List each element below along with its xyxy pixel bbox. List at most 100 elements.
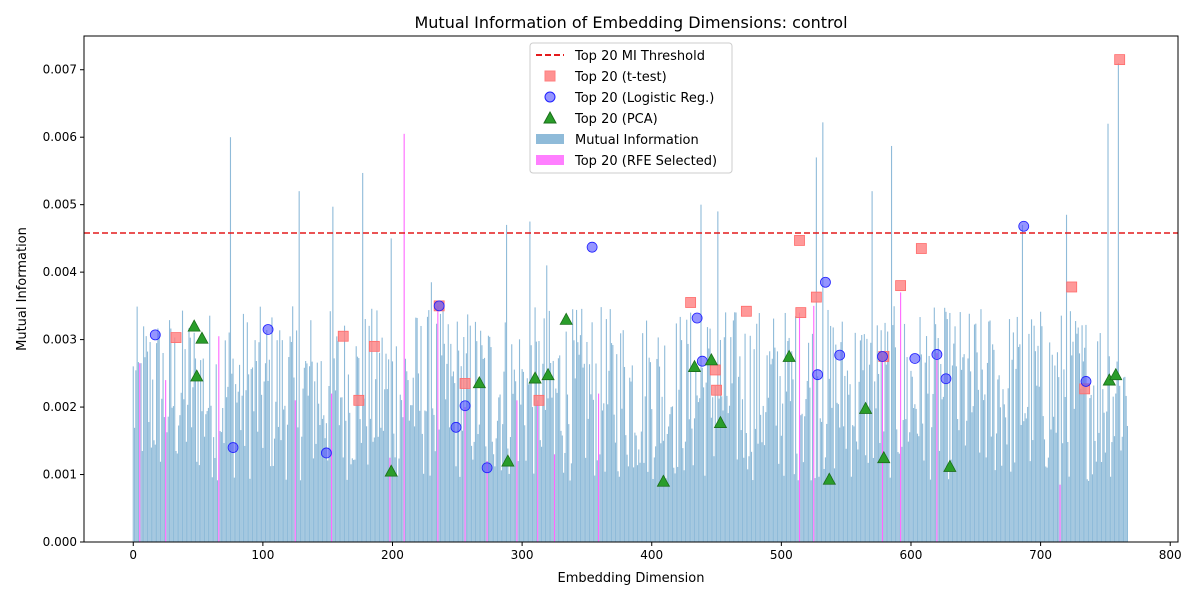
mi-bar <box>924 362 926 542</box>
mi-bar <box>945 311 947 542</box>
mi-bar <box>395 346 397 542</box>
mi-bar <box>674 473 676 542</box>
mi-bar <box>925 336 928 542</box>
mi-bar <box>1049 342 1051 542</box>
mi-bar <box>297 427 299 542</box>
mi-bar <box>706 327 709 542</box>
mi-bar <box>1108 356 1110 542</box>
mi-bar <box>726 395 728 542</box>
mi-bar <box>594 475 596 542</box>
mi-bar <box>675 323 677 542</box>
mi-bar <box>656 358 658 542</box>
ttest-marker <box>353 394 365 406</box>
mi-bar <box>955 366 957 542</box>
mi-bar <box>699 398 701 542</box>
mi-bar <box>942 396 944 542</box>
rfe-selected-bars <box>139 133 1061 542</box>
mi-bar <box>526 378 528 542</box>
mi-bar <box>194 358 197 542</box>
pca-marker <box>656 474 671 487</box>
mi-bar <box>906 357 908 542</box>
mi-bar <box>642 333 644 542</box>
mi-bar <box>1032 440 1034 542</box>
pca-marker <box>559 312 573 325</box>
mi-bar <box>932 393 934 542</box>
mi-bar <box>1028 333 1030 542</box>
logistic-marker <box>586 241 598 253</box>
mi-bar <box>538 341 540 542</box>
mi-bar <box>257 431 259 542</box>
ttest-marker <box>337 330 349 342</box>
mi-bar <box>836 402 838 542</box>
mi-bar <box>880 330 882 542</box>
mi-bar <box>876 325 878 542</box>
mi-bar <box>889 477 891 542</box>
mi-bar <box>507 448 509 542</box>
mi-bar <box>181 310 184 542</box>
mi-bar <box>443 343 445 542</box>
mi-bar <box>657 337 659 542</box>
mi-bar <box>298 191 300 542</box>
mi-bar <box>879 442 881 542</box>
mi-bar <box>215 364 217 542</box>
mi-bar <box>305 361 307 542</box>
mi-bar <box>779 376 781 542</box>
mi-bar <box>631 365 633 542</box>
rfe-bar <box>900 292 902 542</box>
mi-bar <box>290 341 292 542</box>
rfe-bar <box>813 305 815 542</box>
mi-bar <box>224 340 226 542</box>
logistic-marker <box>320 447 332 459</box>
logistic-marker <box>820 276 831 288</box>
legend: Top 20 MI Threshold Top 20 (t-test) Top … <box>529 42 733 174</box>
mi-bar <box>872 457 874 542</box>
mi-bar <box>818 476 820 542</box>
mi-bar <box>384 389 386 542</box>
mi-bar <box>416 317 418 542</box>
mi-bar <box>250 369 252 542</box>
mi-bar <box>1124 376 1126 542</box>
mi-bar <box>299 480 302 542</box>
mi-bar <box>727 413 729 542</box>
mi-bar <box>950 459 952 542</box>
mi-bar <box>185 441 187 542</box>
mi-bar <box>530 345 532 542</box>
mi-bar <box>410 405 412 542</box>
pca-marker <box>187 319 201 332</box>
mi-bar <box>306 363 308 542</box>
pca-marker <box>858 401 873 414</box>
mi-bar <box>283 409 285 542</box>
mi-bar <box>671 406 674 542</box>
legend-mi-swatch <box>536 134 564 144</box>
mi-bar <box>660 443 662 542</box>
mi-bar <box>289 336 291 542</box>
mi-bar <box>380 427 382 542</box>
mi-bar <box>815 157 817 542</box>
mi-bar <box>736 459 738 542</box>
mi-bar <box>1016 316 1018 542</box>
mi-bar <box>557 358 559 542</box>
mi-bar <box>429 475 431 542</box>
mi-bar <box>153 440 155 542</box>
mi-bar <box>421 433 423 542</box>
y-tick-label: 0.007 <box>43 63 77 77</box>
mi-bar <box>731 383 733 542</box>
mi-bar <box>687 343 689 542</box>
mi-bar <box>1125 395 1127 542</box>
mi-bar <box>954 326 956 542</box>
ttest-marker <box>1066 281 1078 293</box>
mi-bar <box>1012 332 1014 542</box>
mi-bar <box>801 413 803 542</box>
legend-pca-label: Top 20 (PCA) <box>574 112 658 127</box>
mi-bar <box>1078 353 1081 542</box>
mi-bar <box>254 340 256 542</box>
mi-bar <box>281 340 283 542</box>
mi-bar <box>285 479 287 542</box>
mi-bar <box>303 367 305 542</box>
mi-bar <box>828 378 830 542</box>
mi-bar <box>617 471 619 542</box>
logistic-marker <box>877 351 888 362</box>
mi-bar <box>356 356 359 542</box>
mi-bar <box>770 364 772 542</box>
mi-bar <box>931 427 933 542</box>
